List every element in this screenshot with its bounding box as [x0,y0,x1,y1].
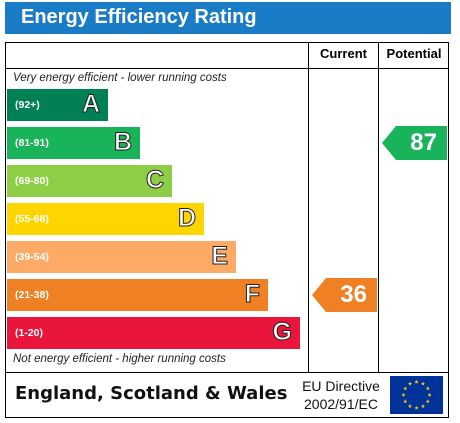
band-letter: A [81,90,100,119]
eu-star-icon [401,392,406,397]
footer-directive: EU Directive 2002/91/EC [296,377,386,413]
current-rating-arrow: 36 [312,278,377,312]
band-range-label: (55-68) [15,213,49,225]
eu-star-icon [420,381,426,386]
eu-star-icon [420,404,426,409]
band-range-label: (1-20) [15,327,44,339]
band-range-label: (81-91) [15,137,49,149]
current-rating-value: 36 [340,281,367,308]
rating-frame [5,42,449,418]
potential-rating-value: 87 [410,129,437,156]
chart-title: Energy Efficiency Rating [21,6,257,28]
band-d: (55-68) D [7,203,204,235]
band-b: (81-91) B [7,127,140,159]
band-range-label: (39-54) [15,251,49,263]
potential-arrow-shape [382,126,447,160]
current-column-left-border [308,42,309,372]
band-letter: G [272,318,292,347]
top-note: Very energy efficient - lower running co… [13,72,227,84]
directive-line-2: 2002/91/EC [304,396,378,412]
current-arrow-shape [312,278,377,312]
eu-star-icon [407,381,413,386]
band-c: (69-80) C [7,165,172,197]
eu-star-icon [427,392,432,397]
band-letter: D [177,204,196,233]
footer-divider [5,372,449,373]
bottom-note: Not energy efficient - higher running co… [13,353,226,365]
band-e: (39-54) E [7,241,236,273]
band-f: (21-38) F [7,279,268,311]
band-letter: F [244,280,260,309]
band-range-label: (92+) [15,99,40,111]
potential-column-header: Potential [386,46,442,61]
band-g: (1-20) G [7,317,300,349]
eu-star-icon [403,399,408,404]
eu-star-icon [414,405,419,410]
band-letter: C [145,166,164,195]
current-column-header: Current [320,46,367,61]
band-letter: B [113,128,132,157]
band-range-label: (69-80) [15,175,49,187]
potential-rating-arrow: 87 [382,126,447,160]
band-letter: E [211,242,229,271]
eu-star-icon [403,386,408,391]
eu-star-icon [425,386,430,391]
band-a: (92+) A [7,89,108,121]
eu-star-icon [414,379,419,384]
eu-flag-icon [390,376,443,414]
footer-country: England, Scotland & Wales [15,383,288,404]
band-range-label: (21-38) [15,289,49,301]
directive-line-1: EU Directive [302,378,380,394]
eu-star-icon [407,404,413,409]
title-bar: Energy Efficiency Rating [5,2,451,34]
eu-star-icon [425,399,430,404]
header-divider [5,68,449,69]
potential-column-left-border [378,42,379,372]
